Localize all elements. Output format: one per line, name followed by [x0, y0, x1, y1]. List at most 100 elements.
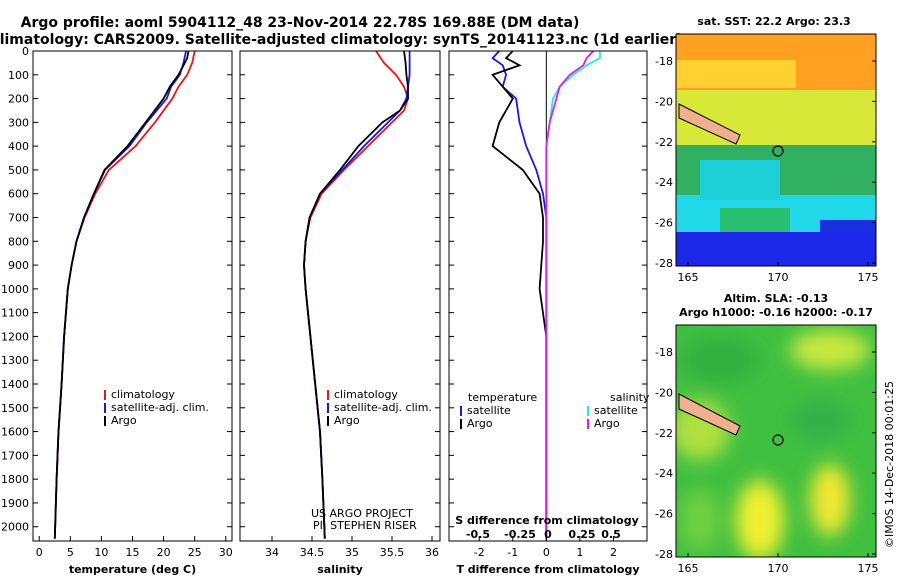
sla-map-frame [675, 324, 877, 558]
legend: temperature salinitysatelliteArgosatellit… [460, 391, 650, 430]
legend-label: climatology [111, 388, 175, 401]
salinity-profile-panel: 34 34.5 35 35.5 36 salinity climatologysatelli… [239, 50, 441, 576]
map-y-tick-label: -18 [655, 346, 673, 359]
depth-tick-label: 1100 [1, 307, 29, 320]
legend-label: satellite-adj. clim. [111, 401, 209, 414]
series-line-climatology [303, 50, 409, 539]
s-difference-tick: 0.25 [568, 528, 595, 541]
s-difference-tick: 0.5 [601, 528, 621, 541]
title-line-2: Climatology: CARS2009. Satellite-adjuste… [0, 32, 683, 48]
credit-line-1: US ARGO PROJECT [311, 507, 413, 520]
depth-tick-label: 2000 [1, 521, 29, 534]
depth-tick-label: 1300 [1, 354, 29, 367]
legend-title-salinity: salinity [610, 391, 650, 404]
sla-map-title-1: Altim. SLA: -0.13 [724, 292, 828, 305]
x-tick-label: 34 [265, 546, 279, 559]
series-line-argo [303, 50, 409, 539]
map-x-tick-label: 170 [768, 562, 789, 575]
depth-tick-label: 800 [8, 235, 29, 248]
legend-label: satellite [594, 404, 638, 417]
series-line-temperature-satellite [491, 50, 548, 539]
x-tick-label: 15 [126, 546, 140, 559]
s-difference-label: S difference from climatology [455, 514, 639, 527]
sst-map-frame [675, 33, 877, 267]
depth-tick-label: 1700 [1, 449, 29, 462]
x-tick-label: -2 [474, 546, 485, 559]
depth-tick-label: 1600 [1, 426, 29, 439]
x-tick-label: 20 [157, 546, 171, 559]
legend-label: Argo [594, 417, 620, 430]
depth-tick-label: 900 [8, 259, 29, 272]
map-y-tick-label: -20 [655, 386, 673, 399]
x-tick-label: 2 [610, 546, 617, 559]
depth-axis-labels: 0 100 200 300 400 500 600 700 800 900 1000 1100 1200… [1, 45, 29, 534]
map-x-tick-label: 170 [768, 271, 789, 284]
map-x-tick-label: 165 [678, 562, 699, 575]
new-caledonia-shape-sla [678, 393, 741, 436]
sst-map-ticks: 165 170 175 -18 -20 -22 -24 -26 -28 [655, 55, 878, 284]
x-tick-label: 30 [219, 546, 233, 559]
depth-tick-label: 1200 [1, 330, 29, 343]
sst-field [676, 34, 876, 266]
argo-location-marker-sla [772, 434, 784, 446]
series-line-climatology [53, 50, 196, 539]
new-caledonia-shape [678, 103, 741, 145]
map-y-tick-label: -26 [655, 508, 673, 521]
panel-frame [239, 50, 441, 542]
x-tick-label: 35.5 [380, 546, 405, 559]
series-line-satellite-adj-clim- [53, 50, 187, 539]
map-x-tick-label: 165 [678, 271, 699, 284]
x-tick-label: 34.5 [300, 546, 325, 559]
series-line-salinity-argo [545, 50, 594, 539]
x-tick-label: 25 [188, 546, 202, 559]
map-y-tick-label: -26 [655, 217, 673, 230]
legend-label: climatology [334, 388, 398, 401]
series-line-salinity-satellite [545, 51, 601, 539]
x-tick-label: 0 [36, 546, 43, 559]
map-y-tick-label: -22 [655, 427, 673, 440]
panel-frame [32, 50, 233, 542]
x-tick-label: 1 [576, 546, 583, 559]
depth-tick-label: 1800 [1, 473, 29, 486]
x-tick-label: 0 [543, 546, 550, 559]
x-tick-label: 5 [67, 546, 74, 559]
depth-tick-label: 1400 [1, 378, 29, 391]
sst-map-title: sat. SST: 22.2 Argo: 23.3 [697, 15, 850, 28]
credit-line-2: PI: STEPHEN RISER [313, 519, 417, 532]
legend-title-temperature: temperature [468, 391, 537, 404]
depth-tick-label: 600 [8, 188, 29, 201]
map-y-tick-label: -24 [655, 176, 673, 189]
legend-label: Argo [467, 417, 493, 430]
sla-field [676, 325, 876, 557]
depth-tick-label: 500 [8, 164, 29, 177]
map-x-tick-label: 175 [858, 271, 879, 284]
map-y-tick-label: -22 [655, 136, 673, 149]
sla-map: Altim. SLA: -0.13 Argo h1000: -0.16 h200… [655, 292, 878, 575]
series-line-satellite-adj-clim- [303, 51, 411, 539]
map-y-tick-label: -20 [655, 95, 673, 108]
depth-tick-label: 1000 [1, 283, 29, 296]
title-line-1: Argo profile: aoml 5904112_48 23-Nov-201… [21, 15, 580, 31]
map-y-tick-label: -28 [655, 548, 673, 561]
argo-location-marker-sst [772, 145, 784, 157]
s-difference-tick: -0.25 [504, 528, 536, 541]
series-line-temperature-argo [491, 50, 548, 539]
map-y-tick-label: -24 [655, 467, 673, 480]
legend-label: satellite-adj. clim. [334, 401, 432, 414]
x-tick-label: 10 [94, 546, 108, 559]
map-y-tick-label: -18 [655, 55, 673, 68]
panel-frame [448, 50, 648, 542]
x-axis-label: T difference from climatology [456, 563, 639, 576]
sla-map-ticks: 165 170 175 -18 -20 -22 -24 -26 -28 [655, 346, 878, 575]
map-x-tick-label: 175 [858, 562, 879, 575]
sst-map: sat. SST: 22.2 Argo: 23.3 165 170 175 -18 -2… [655, 15, 878, 284]
imos-watermark: ©IMOS 14-Dec-2018 00:01:25 [883, 381, 896, 548]
legend-label: Argo [111, 414, 137, 427]
depth-tick-label: 100 [8, 69, 29, 82]
depth-tick-label: 0 [22, 45, 29, 58]
x-axis-label: temperature (deg C) [69, 563, 196, 576]
